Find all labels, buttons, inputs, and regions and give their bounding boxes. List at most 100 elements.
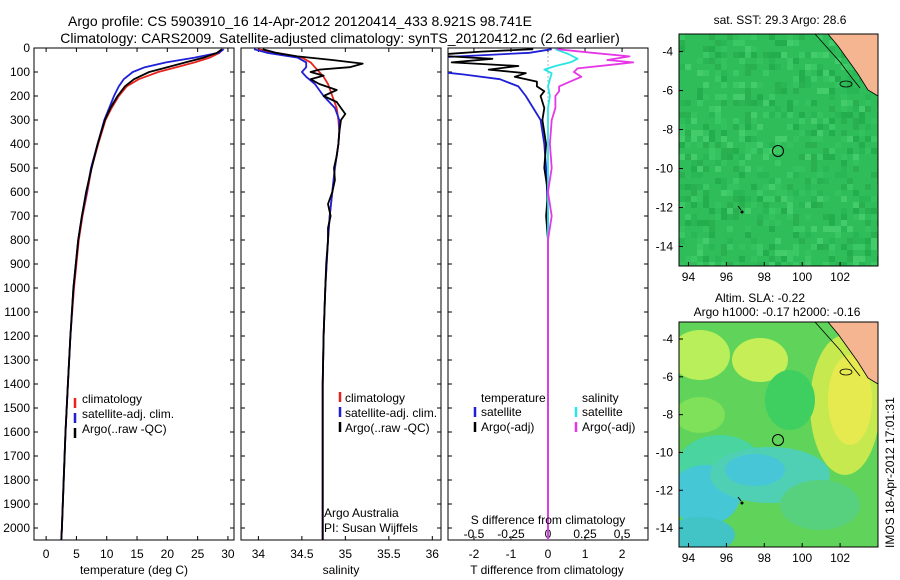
sst-cell xyxy=(847,70,853,76)
sst-cell xyxy=(715,178,721,184)
sst-cell xyxy=(787,208,793,214)
sst-cell xyxy=(721,40,727,46)
sst-cell xyxy=(757,100,763,106)
sst-cell xyxy=(751,178,757,184)
map-lon-label: 100 xyxy=(792,270,812,284)
sst-cell xyxy=(829,160,835,166)
sst-cell xyxy=(823,148,829,154)
sst-cell xyxy=(811,82,817,88)
sst-cell xyxy=(829,256,835,262)
sst-cell xyxy=(685,184,691,190)
sst-cell xyxy=(787,100,793,106)
sst-cell xyxy=(865,196,871,202)
sst-cell xyxy=(793,82,799,88)
sst-cell xyxy=(685,190,691,196)
sst-cell xyxy=(739,52,745,58)
sst-cell xyxy=(781,262,787,266)
sst-cell xyxy=(871,208,877,214)
sst-cell xyxy=(763,208,769,214)
sst-cell xyxy=(823,178,829,184)
sst-cell xyxy=(763,112,769,118)
sst-cell xyxy=(769,142,775,148)
map-lat-label: -14 xyxy=(656,240,674,254)
sst-cell xyxy=(775,88,781,94)
sst-cell xyxy=(817,160,823,166)
sst-cell xyxy=(841,166,847,172)
sst-cell xyxy=(757,166,763,172)
depth-tick-label: 200 xyxy=(10,89,30,103)
x-tick-label: 1 xyxy=(582,547,589,561)
sst-cell xyxy=(679,238,685,244)
sst-cell xyxy=(697,172,703,178)
sst-cell xyxy=(751,34,757,40)
sst-cell xyxy=(763,52,769,58)
imos-timestamp: IMOS 18-Apr-2012 17:01:31 xyxy=(883,397,897,548)
sst-cell xyxy=(865,226,871,232)
sst-cell xyxy=(829,94,835,100)
sst-cell xyxy=(757,262,763,266)
sst-cell xyxy=(709,220,715,226)
x-tick-label: -1 xyxy=(506,547,517,561)
sst-cell xyxy=(871,226,877,232)
sst-cell xyxy=(739,256,745,262)
sst-cell xyxy=(769,202,775,208)
legend-label-s-argo: Argo(-adj) xyxy=(582,420,635,434)
sst-map-field xyxy=(679,34,878,266)
sst-cell xyxy=(763,148,769,154)
x-tick-label: 25 xyxy=(191,547,205,561)
sst-cell xyxy=(727,232,733,238)
sst-cell xyxy=(787,130,793,136)
x-tick-label: 2 xyxy=(619,547,626,561)
difference-series xyxy=(448,48,635,540)
sst-cell xyxy=(811,100,817,106)
sst-cell xyxy=(691,220,697,226)
depth-tick-label: 1200 xyxy=(3,329,30,343)
sst-cell xyxy=(853,154,859,160)
sst-cell xyxy=(787,214,793,220)
sst-cell xyxy=(841,118,847,124)
sst-cell xyxy=(829,220,835,226)
sst-cell xyxy=(847,256,853,262)
sst-cell xyxy=(703,166,709,172)
temperature-axis-ticks: 0 5 10 15 20 25 30 xyxy=(43,48,235,561)
sst-cell xyxy=(703,202,709,208)
sst-cell xyxy=(817,64,823,70)
x-tick-label: 34 xyxy=(252,547,266,561)
sst-cell xyxy=(811,106,817,112)
x-tick-label: 10 xyxy=(100,547,114,561)
legend-label-s-satellite: satellite xyxy=(582,405,623,419)
sst-cell xyxy=(733,196,739,202)
sst-cell xyxy=(817,178,823,184)
sst-cell xyxy=(847,226,853,232)
difference-legend: temperature satellite Argo(-adj) salinit… xyxy=(473,391,635,434)
sst-cell xyxy=(787,202,793,208)
sst-cell xyxy=(745,112,751,118)
legend-label-climatology: climatology xyxy=(82,392,142,406)
sst-cell xyxy=(697,262,703,266)
sst-cell xyxy=(871,232,877,238)
sst-cell xyxy=(853,238,859,244)
map-lon-label: 94 xyxy=(682,551,696,565)
sst-cell xyxy=(799,202,805,208)
depth-tick-label: 1400 xyxy=(3,377,30,391)
sst-cell xyxy=(799,190,805,196)
sst-cell xyxy=(697,184,703,190)
salinity-depth-ticks xyxy=(241,47,441,529)
sst-cell xyxy=(721,148,727,154)
sst-cell xyxy=(697,88,703,94)
sst-cell xyxy=(685,118,691,124)
sst-cell xyxy=(691,208,697,214)
sst-cell xyxy=(733,70,739,76)
sst-cell xyxy=(709,154,715,160)
sst-cell xyxy=(679,202,685,208)
sst-cell xyxy=(853,256,859,262)
sst-cell xyxy=(739,160,745,166)
sst-cell xyxy=(793,130,799,136)
depth-tick-label: 300 xyxy=(10,113,30,127)
sst-cell xyxy=(709,34,715,40)
sst-cell xyxy=(793,190,799,196)
sst-cell xyxy=(841,172,847,178)
sst-cell xyxy=(715,214,721,220)
land-sumatra-sla xyxy=(827,322,878,385)
x-tick-label: 20 xyxy=(161,547,175,561)
